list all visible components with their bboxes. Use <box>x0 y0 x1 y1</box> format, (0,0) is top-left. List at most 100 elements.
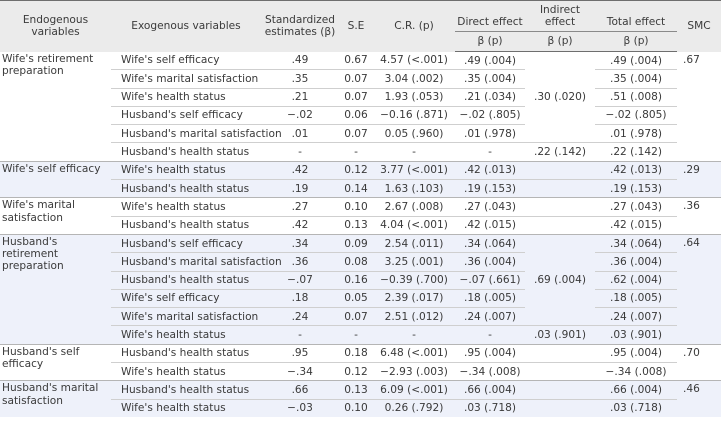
direct-effect: .66 (.004) <box>455 380 525 400</box>
standardized-estimate: .24 <box>261 307 339 326</box>
endogenous-variable: Wife's self efficacy <box>0 160 111 198</box>
total-effect: .24 (.007) <box>595 307 677 326</box>
header-exogenous: Exogenous variables <box>111 0 261 52</box>
table-row: Wife's self efficacy .18 0.05 2.39 (.017) .1… <box>0 288 721 308</box>
direct-effect: .42 (.013) <box>455 160 525 180</box>
total-effect: .42 (.015) <box>595 215 677 235</box>
indirect-effect: .03 (.901) <box>525 325 595 345</box>
table-row: Husband's self efficacy Husband's health … <box>0 343 721 381</box>
critical-ratio: −2.93 (.003) <box>373 362 455 381</box>
direct-effect: .19 (.153) <box>455 179 525 198</box>
table-row: Husband's retirement preparation Husband'… <box>0 233 721 345</box>
direct-effect: .18 (.005) <box>455 288 525 308</box>
header-standardized: Standardized estimates (β) <box>261 0 339 52</box>
indirect-effect <box>525 380 595 400</box>
critical-ratio: 3.77 (<.001) <box>373 160 455 180</box>
endogenous-label: Husband's self efficacy <box>2 345 80 370</box>
standard-error: - <box>339 325 373 345</box>
standard-error: 0.10 <box>339 398 373 417</box>
table-row: Wife's health status −.03 0.10 0.26 (.792).… <box>0 398 721 417</box>
standardized-estimate: .95 <box>261 343 339 363</box>
header-direct-beta: β (p) <box>455 31 525 52</box>
critical-ratio: - <box>373 142 455 162</box>
smc-value: .36 <box>677 197 721 235</box>
standardized-estimate: .42 <box>261 160 339 180</box>
critical-ratio: −0.16 (.871) <box>373 105 455 125</box>
standard-error: 0.12 <box>339 160 373 180</box>
direct-effect: .34 (.064) <box>455 233 525 253</box>
smc-value: .29 <box>677 160 721 198</box>
header-direct: Direct effect <box>455 0 525 32</box>
table-body: Wife's retirement preparation Wife's self… <box>0 52 721 417</box>
exogenous-variable: Wife's health status <box>111 197 261 217</box>
standard-error: 0.07 <box>339 87 373 107</box>
total-effect: .49 (.004) <box>609 54 663 67</box>
standardized-estimate: .42 <box>261 215 339 235</box>
header-indirect: Indirect effect <box>525 0 595 32</box>
exogenous-variable: Husband's marital satisfaction <box>111 252 282 272</box>
standardized-estimate: .36 <box>261 252 339 272</box>
indirect-effect <box>525 398 595 417</box>
exogenous-variable: Husband's health status <box>111 142 261 162</box>
exogenous-variable: Husband's health status <box>111 380 261 400</box>
endogenous-variable: Husband's retirement preparation <box>0 233 111 345</box>
endogenous-variable: Husband's self efficacy <box>0 343 111 381</box>
total-effect: .03 (.718) <box>595 398 677 417</box>
standardized-estimate: .66 <box>261 380 339 400</box>
critical-ratio: 1.63 (.103) <box>373 179 455 198</box>
header-total-beta: β (p) <box>595 31 677 52</box>
table-row: Husband's marital satisfaction .36 0.08 3.2… <box>0 252 721 272</box>
standard-error: 0.08 <box>339 252 373 272</box>
critical-ratio: 2.54 (.011) <box>373 233 455 253</box>
endogenous-label: Husband's marital satisfaction <box>2 382 99 407</box>
direct-effect: −.34 (.008) <box>455 362 525 381</box>
standardized-estimate: .27 <box>261 197 339 217</box>
standardized-estimate: - <box>261 142 339 162</box>
exogenous-variable: Wife's health status <box>111 160 261 180</box>
direct-effect: .49 (.004) <box>463 54 517 67</box>
exogenous-variable: Husband's marital satisfaction <box>111 124 282 143</box>
critical-ratio: 2.51 (.012) <box>373 307 455 326</box>
direct-effect: .36 (.004) <box>455 252 525 272</box>
table-row: Wife's health status - - - - .03 (.901) .03 (.… <box>0 325 721 345</box>
exogenous-variable: Husband's self efficacy <box>111 105 261 125</box>
direct-effect: .35 (.004) <box>455 69 525 89</box>
table-row: Wife's self efficacy Wife's health status… <box>0 160 721 198</box>
header-endogenous: Endogenous variables <box>0 0 111 52</box>
table-row: Wife's health status −.34 0.12 −2.93 (.003)… <box>0 362 721 381</box>
direct-effect: .95 (.004) <box>455 343 525 363</box>
critical-ratio: 4.57 (<.001) <box>380 54 448 67</box>
total-effect: .35 (.004) <box>595 69 677 89</box>
standardized-estimate: .01 <box>261 124 339 143</box>
header-se: S.E <box>339 0 373 52</box>
table-header: Endogenous variables Exogenous variables… <box>0 0 721 52</box>
standardized-estimate: .19 <box>261 179 339 198</box>
total-effect: .51 (.008) <box>595 87 677 107</box>
standardized-estimate: .21 <box>261 87 339 107</box>
exogenous-variable: Wife's marital satisfaction <box>111 69 261 89</box>
critical-ratio: 2.39 (.017) <box>373 288 455 308</box>
standardized-estimate: −.03 <box>261 398 339 417</box>
standard-error: 0.05 <box>339 288 373 308</box>
smc-value: .64 <box>677 233 721 345</box>
critical-ratio: 1.93 (.053) <box>373 87 455 107</box>
standard-error: 0.16 <box>339 270 373 290</box>
critical-ratio: 4.04 (<.001) <box>373 215 455 235</box>
total-effect: −.34 (.008) <box>595 362 677 381</box>
total-effect: .03 (.901) <box>595 325 677 345</box>
smc-value: .46 <box>677 380 721 417</box>
endogenous-variable: Husband's marital satisfaction <box>0 380 111 417</box>
exogenous-variable: Wife's health status <box>111 398 261 417</box>
table-row: Husband's self efficacy −.02 0.06 −0.16 (.8… <box>0 105 721 125</box>
indirect-effect-merged: .30 (.020) <box>533 91 587 104</box>
results-table: Endogenous variables Exogenous variables… <box>0 0 721 417</box>
exogenous-variable: Wife's self efficacy <box>121 54 220 67</box>
standardized-estimate: −.02 <box>261 105 339 125</box>
table-row: Wife's retirement preparation Wife's self… <box>0 52 721 104</box>
indirect-effect <box>525 160 595 180</box>
total-effect: .22 (.142) <box>595 142 677 162</box>
direct-effect: .03 (.718) <box>455 398 525 417</box>
table-row: Wife's marital satisfaction Wife's health… <box>0 197 721 235</box>
endogenous-label: Husband's retirement preparation <box>2 235 64 273</box>
table-row: Wife's health status .21 0.07 1.93 (.053) .2… <box>0 87 721 107</box>
